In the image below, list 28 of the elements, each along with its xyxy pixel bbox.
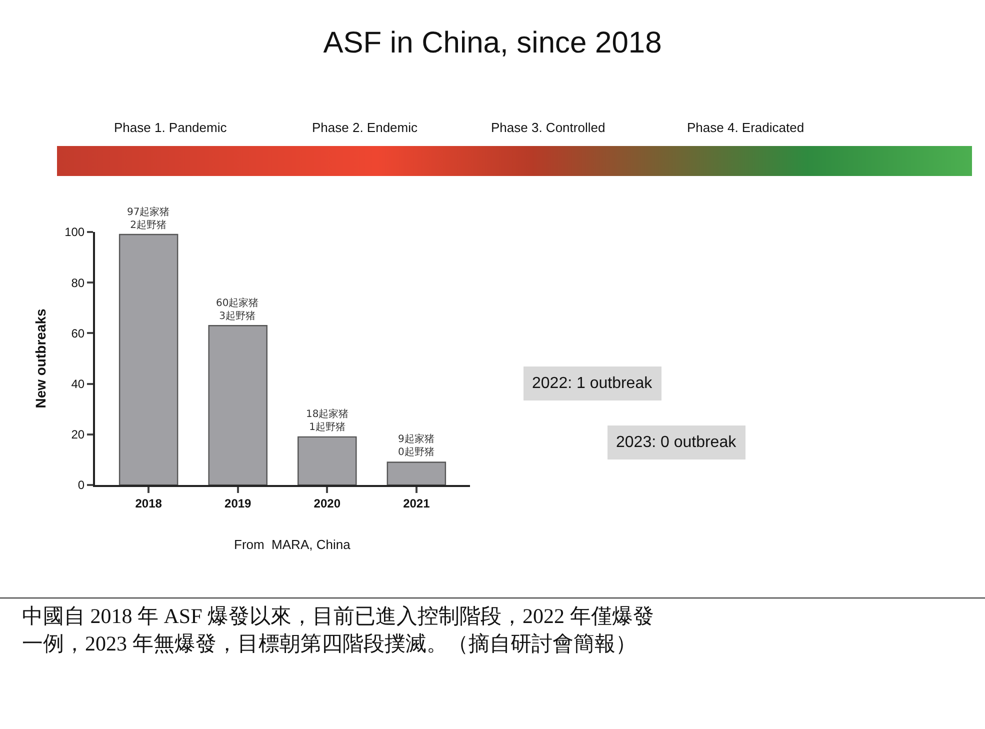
text: 2023: 0 outbreak — [616, 434, 738, 451]
x-tick-label: 2021 — [403, 496, 430, 510]
annotation: 97起家猪 2起野猪 — [127, 206, 170, 231]
text: Phase 2. Endemic — [312, 120, 418, 135]
bar — [208, 325, 268, 485]
x-tick-label: 2019 — [224, 496, 252, 510]
y-tick-label: 80 — [71, 276, 85, 290]
chart-title: ASF in China, since 2018 — [323, 26, 662, 60]
text: Phase 3. Controlled — [491, 120, 606, 135]
y-tick-label: 100 — [64, 225, 85, 240]
annotation: 9起家猪 0起野猪 — [398, 433, 434, 458]
text: 中國自 2018 年 ASF 爆發以來，目前已進入控制階段，2022 年僅爆發一例，2023 年無爆發，目標朝第四階段撲滅。（摘自研討會簡報） — [22, 604, 654, 656]
y-tick-label: 0 — [78, 478, 85, 492]
y-tick-label: 60 — [71, 326, 85, 340]
text: Phase 1. Pandemic — [114, 120, 228, 135]
text: Phase 4. Eradicated — [687, 120, 804, 135]
annotation: 60起家猪 3起野猪 — [216, 297, 259, 322]
bar — [386, 462, 446, 485]
annotation: 18起家猪 1起野猪 — [306, 408, 349, 433]
text: From MARA, China — [234, 537, 352, 552]
bar — [298, 436, 357, 485]
y-tick-label: 20 — [71, 428, 85, 442]
x-tick-label: 2020 — [314, 496, 341, 510]
x-tick-label: 2018 — [135, 496, 162, 510]
y-tick-label: 40 — [71, 377, 85, 391]
y-axis-title: New outbreaks — [32, 308, 49, 408]
bar — [118, 234, 178, 485]
text: 2022: 1 outbreak — [532, 375, 654, 392]
